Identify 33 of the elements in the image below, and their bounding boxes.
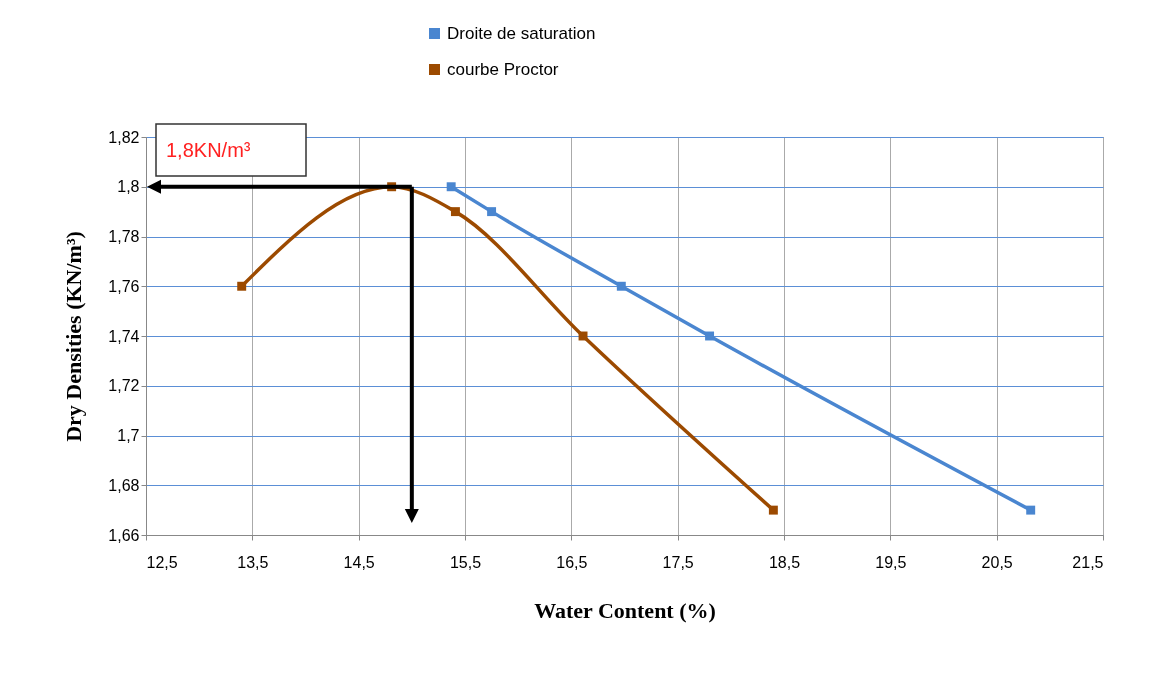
point bbox=[450, 207, 460, 217]
x-tick-label: 12,5 bbox=[146, 553, 178, 571]
y-tick-label: 1,8 bbox=[117, 178, 140, 196]
y-tick-label: 1,72 bbox=[108, 377, 140, 395]
point bbox=[1026, 505, 1036, 515]
y-tick-label: 1,66 bbox=[108, 526, 140, 544]
x-tick-label: 17,5 bbox=[662, 553, 694, 571]
x-tick-label: 19,5 bbox=[875, 553, 907, 571]
annotation: 1,8KN/m³ bbox=[166, 139, 251, 161]
legend-label: Droite de saturation bbox=[447, 23, 596, 43]
x-tick-label: 13,5 bbox=[237, 553, 269, 571]
x-tick-label: 14,5 bbox=[343, 553, 375, 571]
point bbox=[705, 331, 715, 341]
x-tick-label: 21,5 bbox=[1072, 553, 1104, 571]
x-tick-label: 20,5 bbox=[981, 553, 1013, 571]
x-tick-label: 18,5 bbox=[768, 553, 801, 571]
x-tick-label: 16,5 bbox=[556, 553, 588, 571]
point bbox=[237, 281, 247, 291]
point bbox=[446, 182, 456, 192]
y-tick-label: 1,82 bbox=[108, 128, 140, 146]
legend-label: courbe Proctor bbox=[447, 59, 559, 79]
y-tick-label: 1,74 bbox=[108, 327, 140, 345]
y-tick-label: 1,76 bbox=[108, 277, 140, 295]
point bbox=[616, 281, 626, 291]
point bbox=[578, 331, 588, 341]
y-tick-label: 1,78 bbox=[108, 228, 140, 245]
y-axis-title: Dry Densities (KN/m³) bbox=[61, 231, 87, 442]
x-axis-title: Water Content (%) bbox=[534, 597, 716, 623]
point bbox=[768, 505, 778, 515]
y-tick-label: 1,7 bbox=[117, 427, 140, 444]
x-tick-label: 15,5 bbox=[449, 553, 482, 571]
y-tick-label: 1,68 bbox=[108, 476, 140, 494]
point bbox=[487, 207, 497, 217]
